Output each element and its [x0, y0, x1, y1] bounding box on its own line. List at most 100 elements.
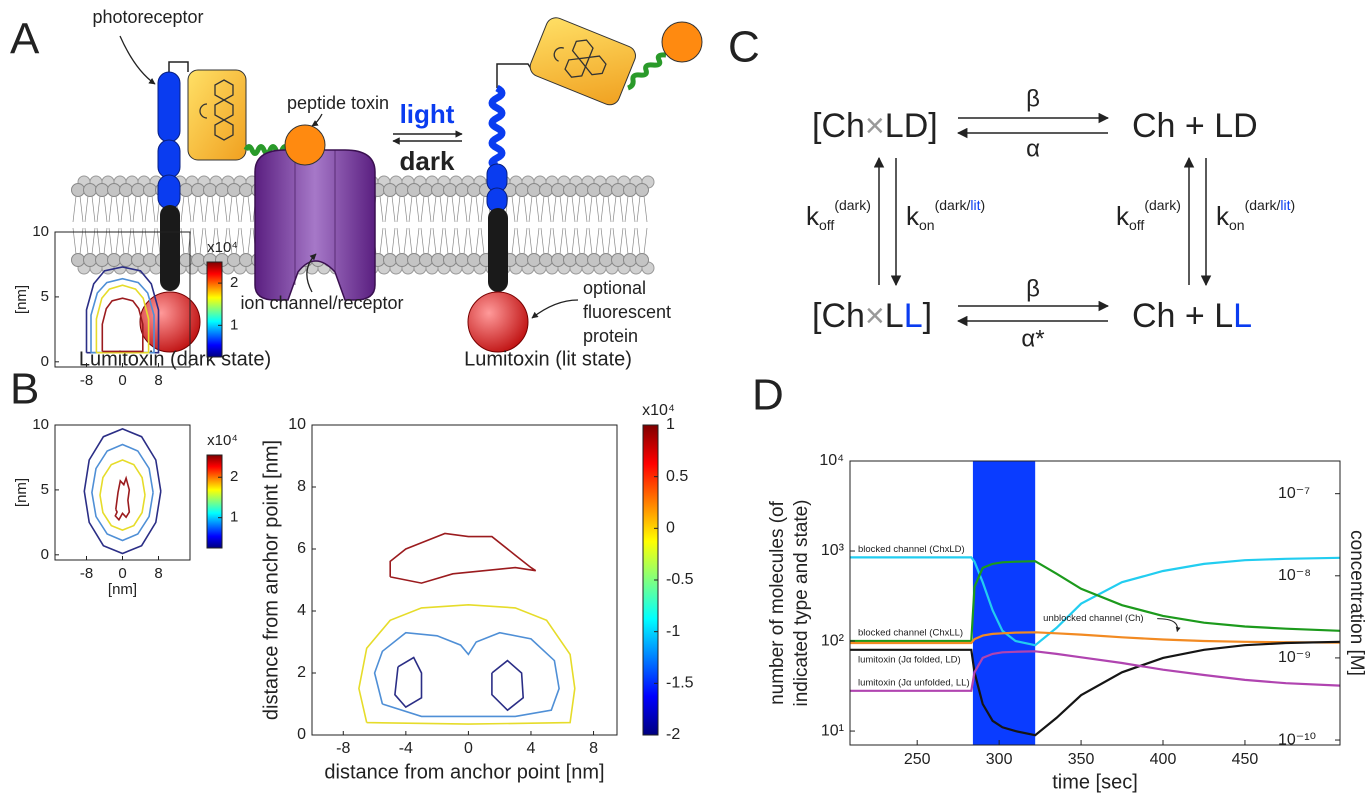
lipid-head [432, 254, 445, 267]
lipid-tail [529, 196, 539, 254]
lipid-head [72, 184, 85, 197]
rate: β [1026, 85, 1040, 112]
lipid-tail [409, 196, 419, 254]
lipid-tail [85, 196, 95, 254]
contour-line [395, 658, 422, 708]
x-tick-label: 0 [118, 565, 126, 582]
panel-letter: A [10, 15, 40, 64]
lipid-tail [601, 196, 611, 254]
lipid-head [624, 184, 637, 197]
x-axis-label: [nm] [108, 581, 137, 598]
colorbar-tick-label: 0.5 [666, 468, 688, 485]
contour-line [390, 534, 536, 584]
lipid-head [84, 254, 97, 267]
colorbar-label: x10⁴ [642, 402, 675, 419]
lipid-head [588, 184, 601, 197]
unfolded-helix [492, 88, 502, 166]
lipid-tail [433, 196, 443, 254]
lipid-tail [73, 196, 83, 254]
lipid-head [144, 254, 157, 267]
lipid-head [552, 254, 565, 267]
lipid-head [192, 254, 205, 267]
lipid-head [432, 184, 445, 197]
colorbar [207, 262, 222, 357]
y-tick-label: 10³ [821, 542, 845, 559]
y-tick-label: 8 [297, 478, 306, 495]
lipid-tail [97, 196, 107, 254]
lipid-head [636, 254, 649, 267]
peptide-toxin [662, 22, 702, 62]
lipid-head [540, 184, 553, 197]
fluorescent-protein [468, 292, 528, 352]
state: [Ch×LL] [812, 297, 932, 335]
series-label: blocked channel (ChxLD) [858, 544, 965, 555]
lipid-head [420, 254, 433, 267]
rate: α [1026, 135, 1040, 162]
panel-letter: B [10, 365, 39, 414]
figure: A photoreceptor peptide toxin light [0, 0, 1368, 796]
x-axis-label: distance from anchor point [nm] [324, 761, 604, 783]
lipid-head [120, 184, 133, 197]
lipid-tail [385, 196, 395, 254]
lipid-head [552, 184, 565, 197]
lipid-head [108, 254, 121, 267]
lipid-tail [145, 196, 155, 254]
lipid-head [564, 254, 577, 267]
lipid-head [612, 254, 625, 267]
y2-tick-label: 10⁻⁸ [1278, 567, 1311, 584]
lipid-head [180, 184, 193, 197]
transmembrane-anchor [160, 205, 180, 291]
lipid-head [516, 184, 529, 197]
lipid-tail [625, 196, 635, 254]
colorbar-label: x10⁴ [207, 239, 238, 256]
arrow [120, 36, 155, 84]
x-tick-label: -8 [336, 740, 350, 757]
photoreceptor-domain [158, 175, 180, 209]
y-tick-label: 10 [288, 416, 306, 433]
y-tick-label: 10¹ [821, 722, 844, 739]
lipid-head [240, 184, 253, 197]
y-axis-label: indicated type and state) [791, 499, 812, 706]
lipid-head [132, 184, 145, 197]
lipid-head [636, 184, 649, 197]
lipid-head [240, 254, 253, 267]
colorbar-tick-label: -2 [666, 726, 680, 743]
y-axis-label: [nm] [13, 478, 30, 507]
lipid-head [120, 254, 133, 267]
photoreceptor-domain [158, 72, 180, 142]
rate: α* [1021, 325, 1044, 352]
linker-box-tilted [527, 15, 638, 108]
lipid-head [96, 184, 109, 197]
lipid-head [576, 184, 589, 197]
lipid-tail [445, 196, 455, 254]
state: Ch + LD [1132, 107, 1258, 145]
colorbar-tick-label: 0 [666, 520, 675, 537]
panel-c: C [Ch×LD] Ch + LD [Ch×LL] Ch + LL β α β … [728, 23, 1295, 353]
x-tick-label: 400 [1150, 751, 1177, 768]
lipid-tail [613, 196, 623, 254]
dark-label: dark [400, 146, 455, 176]
colorbar-tick-label: -1.5 [666, 675, 694, 692]
series-label: lumitoxin (Jα folded, LD) [858, 654, 961, 665]
lipid-head [600, 254, 613, 267]
y-axis-label: distance from anchor point [nm] [260, 440, 282, 720]
colorbar-tick-label: 2 [230, 468, 238, 485]
x-tick-label: 8 [154, 565, 162, 582]
lipid-head [228, 184, 241, 197]
y-tick-label: 0 [41, 353, 49, 370]
x-axis-label: time [sec] [1052, 771, 1138, 793]
y-tick-label: 10 [32, 223, 49, 240]
lipid-head [564, 184, 577, 197]
rate-constant: kon(dark/lit) [1216, 197, 1295, 233]
lipid-head [624, 254, 637, 267]
y-tick-label: 4 [297, 602, 306, 619]
y-tick-label: 10² [821, 632, 845, 649]
y-tick-label: 2 [297, 664, 306, 681]
peptide-toxin [285, 125, 325, 165]
lipid-tail [577, 196, 587, 254]
colorbar-tick-label: 1 [230, 509, 238, 526]
lipid-tail [241, 196, 251, 254]
lipid-head [540, 254, 553, 267]
rate-constant: kon(dark/lit) [906, 197, 985, 233]
lipid-head [96, 254, 109, 267]
